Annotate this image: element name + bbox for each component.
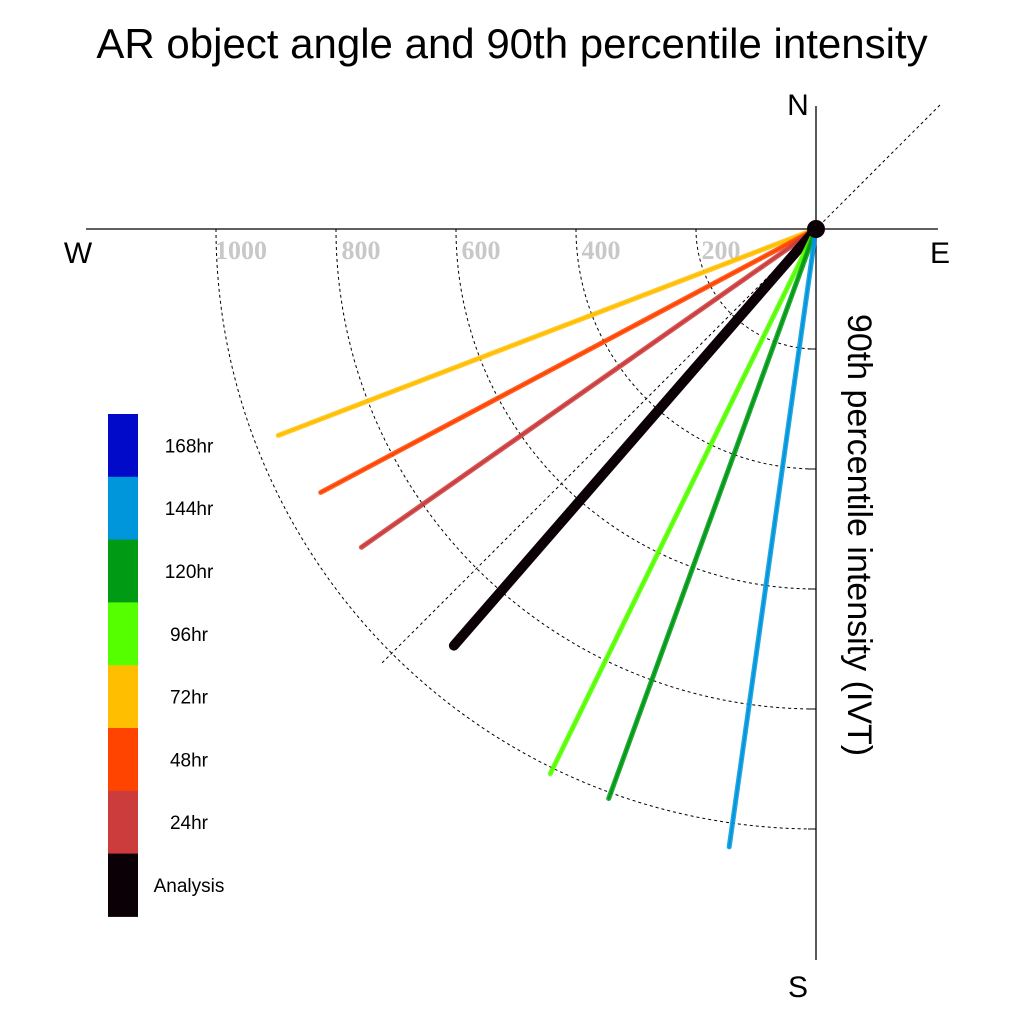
legend-label-120hr: 120hr <box>165 562 214 583</box>
series-layer <box>275 224 821 850</box>
legend-label-24hr: 24hr <box>170 813 209 834</box>
legend-swatch-168hr <box>108 414 138 478</box>
legend-swatch-48hr <box>108 728 138 792</box>
legend-swatch-analysis <box>108 853 138 917</box>
origin-point <box>807 220 825 238</box>
tick-label-600: 600 <box>462 236 501 265</box>
vector-core-120hr <box>607 228 817 800</box>
vector-core-144hr <box>728 228 817 848</box>
compass-east-label: E <box>930 237 950 270</box>
tick-label-800: 800 <box>342 236 381 265</box>
legend-label-96hr: 96hr <box>170 625 209 646</box>
range-ring-200 <box>695 228 817 350</box>
legend: 168hr 144hr 120hr 96hr 72hr 48hr 24hr Analysis <box>108 414 224 917</box>
legend-label-144hr: 144hr <box>165 499 214 520</box>
legend-label-168hr: 168hr <box>165 436 214 457</box>
legend-swatch-144hr <box>108 476 138 541</box>
chart-title: AR object angle and 90th percentile inte… <box>96 20 927 67</box>
grid-layer <box>215 104 941 830</box>
tick-label-1000: 1000 <box>215 236 267 265</box>
legend-swatch-120hr <box>108 539 138 603</box>
legend-label-analysis: Analysis <box>154 876 225 897</box>
vector-core-48hr <box>319 228 817 494</box>
radial-axis-label: 90th percentile intensity (IVT) <box>840 314 878 756</box>
vector-core-24hr <box>360 228 817 549</box>
compass-north-label: N <box>787 89 809 122</box>
legend-swatch-96hr <box>108 602 138 666</box>
legend-swatch-72hr <box>108 665 138 729</box>
vector-core-72hr <box>277 228 817 437</box>
range-ring-1000 <box>215 228 817 830</box>
compass-south-label: S <box>788 971 808 1004</box>
legend-label-48hr: 48hr <box>170 750 209 771</box>
legend-swatch-24hr <box>108 790 138 855</box>
compass-west-label: W <box>64 237 93 270</box>
axes-layer <box>86 106 938 960</box>
vector-core-96hr <box>549 228 817 775</box>
tick-label-400: 400 <box>582 236 621 265</box>
legend-label-72hr: 72hr <box>170 688 209 709</box>
vector-analysis <box>448 224 821 651</box>
